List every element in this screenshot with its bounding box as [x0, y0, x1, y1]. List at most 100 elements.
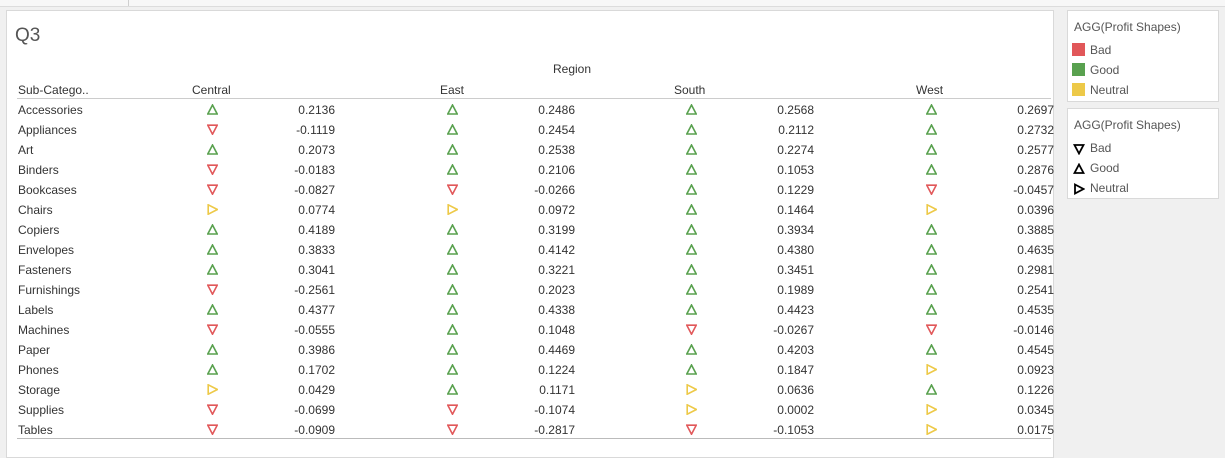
subcategory-label[interactable]: Fasteners — [18, 263, 72, 277]
triangle-down-icon[interactable] — [207, 284, 218, 295]
south-header[interactable]: South — [674, 83, 706, 97]
south-profit-value[interactable]: 0.4203 — [777, 343, 814, 357]
east-profit-value[interactable]: -0.0266 — [534, 183, 575, 197]
west-profit-value[interactable]: 0.2577 — [1017, 143, 1054, 157]
south-profit-value[interactable]: 0.4423 — [777, 303, 814, 317]
west-profit-value[interactable]: 0.0345 — [1017, 403, 1054, 417]
triangle-up-icon[interactable] — [926, 164, 937, 175]
table-row[interactable]: Chairs 0.0774 0.0972 0.1464 0.0396 — [17, 199, 1054, 219]
subcategory-label[interactable]: Envelopes — [18, 243, 75, 257]
triangle-up-icon[interactable] — [207, 364, 218, 375]
triangle-up-icon[interactable] — [447, 384, 458, 395]
subcategory-label[interactable]: Paper — [18, 343, 51, 357]
triangle-down-icon[interactable] — [207, 404, 218, 415]
east-profit-value[interactable]: 0.2454 — [538, 123, 575, 137]
triangle-up-icon[interactable] — [447, 304, 458, 315]
triangle-up-icon[interactable] — [447, 224, 458, 235]
west-profit-value[interactable]: 0.4535 — [1017, 303, 1054, 317]
triangle-up-icon[interactable] — [926, 284, 937, 295]
south-profit-value[interactable]: -0.1053 — [773, 423, 814, 437]
triangle-up-icon[interactable] — [447, 144, 458, 155]
subcategory-label[interactable]: Chairs — [18, 203, 53, 217]
subcategory-label[interactable]: Bookcases — [18, 183, 77, 197]
east-profit-value[interactable]: 0.3221 — [538, 263, 575, 277]
east-profit-value[interactable]: 0.1224 — [538, 363, 575, 377]
east-profit-value[interactable]: -0.2817 — [534, 423, 575, 437]
triangle-right-icon[interactable] — [686, 384, 697, 395]
table-row[interactable]: Furnishings -0.2561 0.2023 0.1989 0.2541 — [17, 279, 1054, 299]
central-profit-value[interactable]: -0.0699 — [294, 403, 335, 417]
triangle-up-icon[interactable] — [447, 164, 458, 175]
triangle-down-icon[interactable] — [207, 324, 218, 335]
subcategory-label[interactable]: Labels — [18, 303, 54, 317]
central-profit-value[interactable]: -0.1119 — [296, 123, 335, 137]
east-profit-value[interactable]: 0.4338 — [538, 303, 575, 317]
subcategory-label[interactable]: Binders — [18, 163, 59, 177]
color-legend[interactable]: AGG(Profit Shapes) Bad Good Neutral — [1067, 10, 1219, 102]
central-header[interactable]: Central — [192, 83, 231, 97]
table-row[interactable]: Paper 0.3986 0.4469 0.4203 0.4545 — [17, 339, 1054, 359]
table-row[interactable]: Tables -0.0909 -0.2817 -0.1053 0.0175 — [17, 419, 1054, 439]
east-profit-value[interactable]: 0.3199 — [538, 223, 575, 237]
triangle-down-icon[interactable] — [686, 424, 697, 435]
triangle-up-icon[interactable] — [926, 264, 937, 275]
west-profit-value[interactable]: 0.2697 — [1017, 103, 1054, 117]
triangle-down-icon[interactable] — [447, 404, 458, 415]
table-row[interactable]: Binders -0.0183 0.2106 0.1053 0.2876 — [17, 159, 1054, 179]
central-profit-value[interactable]: -0.0183 — [294, 163, 335, 177]
subcategory-header[interactable]: Sub-Catego.. — [18, 83, 89, 97]
triangle-up-icon[interactable] — [926, 144, 937, 155]
table-row[interactable]: Copiers 0.4189 0.3199 0.3934 0.3885 — [17, 219, 1054, 239]
triangle-right-icon[interactable] — [447, 204, 458, 215]
subcategory-label[interactable]: Storage — [18, 383, 61, 397]
triangle-right-icon[interactable] — [926, 404, 937, 415]
triangle-up-icon[interactable] — [447, 324, 458, 335]
west-profit-value[interactable]: 0.0175 — [1017, 423, 1054, 437]
south-profit-value[interactable]: 0.2112 — [778, 123, 814, 137]
triangle-up-icon[interactable] — [207, 104, 218, 115]
east-profit-value[interactable]: 0.1171 — [539, 383, 575, 397]
west-profit-value[interactable]: 0.0923 — [1017, 363, 1054, 377]
triangle-up-icon[interactable] — [207, 224, 218, 235]
south-profit-value[interactable]: 0.4380 — [777, 243, 814, 257]
west-profit-value[interactable]: 0.2876 — [1017, 163, 1054, 177]
west-profit-value[interactable]: -0.0457 — [1013, 183, 1054, 197]
triangle-up-icon[interactable] — [207, 304, 218, 315]
triangle-down-icon[interactable] — [447, 424, 458, 435]
west-profit-value[interactable]: 0.2732 — [1017, 123, 1054, 137]
south-profit-value[interactable]: 0.1989 — [777, 283, 814, 297]
east-profit-value[interactable]: -0.1074 — [534, 403, 575, 417]
central-profit-value[interactable]: 0.2073 — [298, 143, 335, 157]
table-row[interactable]: Fasteners 0.3041 0.3221 0.3451 0.2981 — [17, 259, 1054, 279]
south-profit-value[interactable]: 0.1464 — [777, 203, 814, 217]
south-profit-value[interactable]: -0.0267 — [773, 323, 814, 337]
subcategory-label[interactable]: Supplies — [18, 403, 65, 417]
south-profit-value[interactable]: 0.3934 — [777, 223, 814, 237]
triangle-right-icon[interactable] — [686, 404, 697, 415]
central-profit-value[interactable]: -0.0555 — [294, 323, 335, 337]
central-profit-value[interactable]: 0.2136 — [298, 103, 335, 117]
central-profit-value[interactable]: 0.0429 — [298, 383, 335, 397]
triangle-down-icon[interactable] — [926, 184, 937, 195]
triangle-up-icon[interactable] — [686, 364, 697, 375]
table-row[interactable]: Supplies -0.0699 -0.1074 0.0002 0.0345 — [17, 399, 1054, 419]
triangle-up-icon[interactable] — [207, 144, 218, 155]
east-profit-value[interactable]: 0.2486 — [538, 103, 575, 117]
triangle-up-icon[interactable] — [207, 264, 218, 275]
region-column-header[interactable]: Region — [553, 62, 592, 76]
south-profit-value[interactable]: 0.2274 — [777, 143, 814, 157]
east-header[interactable]: East — [440, 83, 465, 97]
central-profit-value[interactable]: 0.4377 — [298, 303, 335, 317]
west-profit-value[interactable]: 0.4545 — [1017, 343, 1054, 357]
triangle-up-icon[interactable] — [686, 244, 697, 255]
triangle-down-icon[interactable] — [207, 424, 218, 435]
south-profit-value[interactable]: 0.1229 — [777, 183, 814, 197]
triangle-right-icon[interactable] — [926, 204, 937, 215]
east-profit-value[interactable]: 0.0972 — [538, 203, 575, 217]
central-profit-value[interactable]: 0.3041 — [298, 263, 335, 277]
central-profit-value[interactable]: 0.3986 — [298, 343, 335, 357]
triangle-up-icon[interactable] — [686, 304, 697, 315]
triangle-up-icon[interactable] — [686, 164, 697, 175]
shape-legend[interactable]: AGG(Profit Shapes) Bad Good Neutral — [1067, 108, 1219, 199]
west-profit-value[interactable]: 0.1226 — [1017, 383, 1054, 397]
